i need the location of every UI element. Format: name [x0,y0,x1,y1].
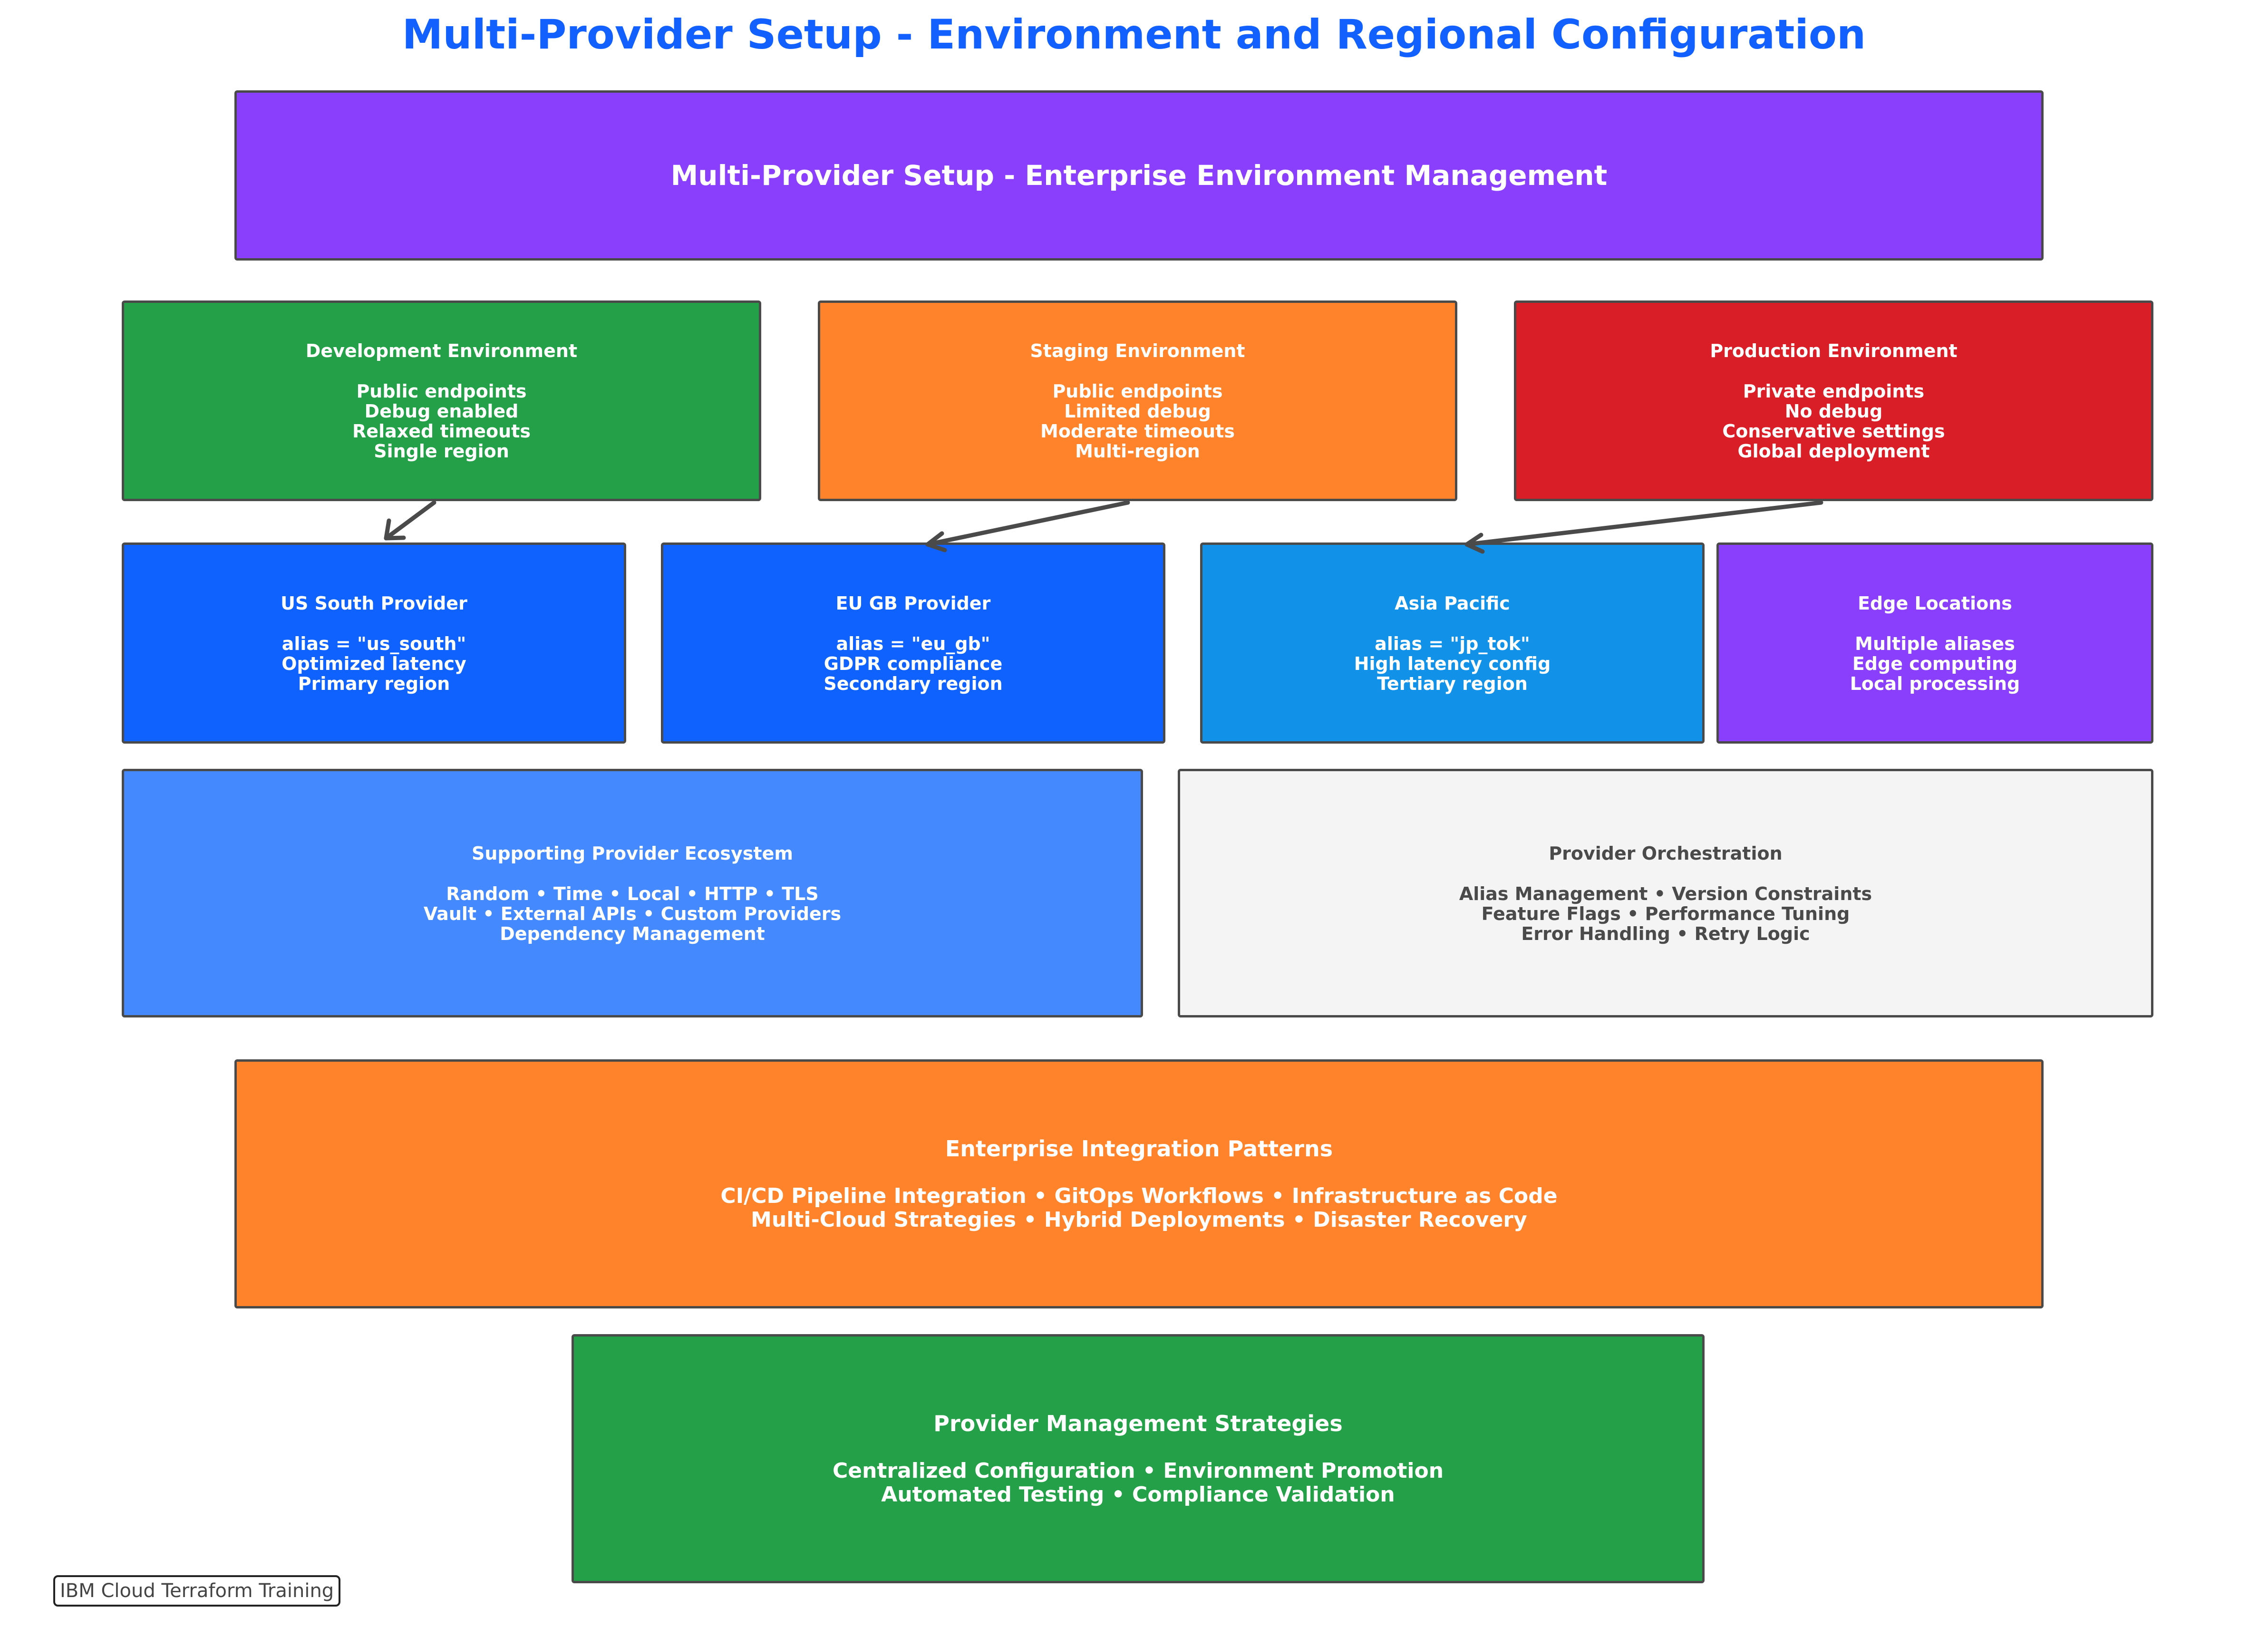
staging-to-eu-gb-arrow [925,500,1130,547]
production-to-asia-pacific-arrow [1464,500,1823,547]
dev-to-us-south-arrowhead [384,518,406,541]
eu-gb-line: alias = "eu_gb" [836,633,990,654]
enterprise-integration-box: Enterprise Integration Patterns CI/CD Pi… [234,1059,2044,1308]
training-footer-label: IBM Cloud Terraform Training [53,1575,341,1607]
us-south-line: Primary region [298,673,450,694]
production-environment-title: Production Environment [1710,340,1958,361]
production-line: Private endpoints [1743,381,1925,402]
edge-locations-line: Local processing [1850,673,2020,694]
integration-line: Multi-Cloud Strategies • Hybrid Deployme… [751,1208,1527,1232]
us-south-provider-title: US South Provider [281,592,467,614]
orchestration-line: Feature Flags • Performance Tuning [1481,903,1850,924]
asia-pacific-line: alias = "jp_tok" [1375,633,1530,654]
staging-line: Moderate timeouts [1040,421,1235,442]
development-line: Relaxed timeouts [352,421,531,442]
strategies-line: Centralized Configuration • Environment … [832,1459,1444,1483]
production-line: Conservative settings [1722,421,1945,442]
edge-locations-box: Edge Locations Multiple aliases Edge com… [1716,542,2153,744]
asia-pacific-provider-box: Asia Pacific alias = "jp_tok" High laten… [1200,542,1705,744]
provider-orchestration-title: Provider Orchestration [1549,843,1783,864]
staging-environment-title: Staging Environment [1030,340,1245,361]
ecosystem-line: Dependency Management [500,923,765,944]
eu-gb-provider-title: EU GB Provider [835,592,991,614]
us-south-provider-box: US South Provider alias = "us_south" Opt… [122,542,626,744]
development-environment-title: Development Environment [305,340,578,361]
strategies-line: Automated Testing • Compliance Validatio… [881,1482,1395,1507]
management-strategies-title: Provider Management Strategies [933,1411,1343,1436]
development-line: Debug enabled [364,401,519,422]
banner-title: Multi-Provider Setup - Enterprise Enviro… [670,159,1608,192]
orchestration-line: Alias Management • Version Constraints [1459,883,1872,904]
asia-pacific-line: Tertiary region [1377,673,1528,694]
orchestration-line: Error Handling • Retry Logic [1521,923,1810,944]
eu-gb-line: Secondary region [824,673,1003,694]
ecosystem-line: Vault • External APIs • Custom Providers [423,903,842,924]
asia-pacific-line: High latency config [1354,653,1551,674]
diagram-title: Multi-Provider Setup - Environment and R… [402,11,1866,58]
ecosystem-line: Random • Time • Local • HTTP • TLS [446,883,819,904]
us-south-line: alias = "us_south" [281,633,466,654]
edge-locations-title: Edge Locations [1858,592,2012,614]
development-environment-box: Development Environment Public endpoints… [122,300,761,501]
staging-environment-box: Staging Environment Public endpoints Lim… [818,300,1457,501]
edge-locations-line: Multiple aliases [1855,633,2015,654]
edge-locations-line: Edge computing [1852,653,2018,674]
enterprise-integration-title: Enterprise Integration Patterns [945,1136,1333,1162]
eu-gb-line: GDPR compliance [824,653,1003,674]
management-strategies-box: Provider Management Strategies Centraliz… [572,1334,1705,1583]
supporting-ecosystem-box: Supporting Provider Ecosystem Random • T… [122,769,1143,1017]
staging-line: Limited debug [1064,401,1211,422]
provider-orchestration-box: Provider Orchestration Alias Management … [1178,769,2153,1017]
development-line: Public endpoints [356,381,527,402]
staging-line: Public endpoints [1052,381,1223,402]
supporting-ecosystem-title: Supporting Provider Ecosystem [472,843,793,864]
production-line: No debug [1784,401,1883,422]
eu-gb-provider-box: EU GB Provider alias = "eu_gb" GDPR comp… [661,542,1165,744]
development-line: Single region [374,441,509,462]
production-line: Global deployment [1737,441,1930,462]
banner-box: Multi-Provider Setup - Enterprise Enviro… [234,90,2044,261]
production-environment-box: Production Environment Private endpoints… [1514,300,2153,501]
asia-pacific-provider-title: Asia Pacific [1395,592,1510,614]
us-south-line: Optimized latency [281,653,466,674]
staging-line: Multi-region [1075,441,1200,462]
dev-to-us-south-arrow [384,500,436,541]
integration-line: CI/CD Pipeline Integration • GitOps Work… [720,1184,1558,1208]
